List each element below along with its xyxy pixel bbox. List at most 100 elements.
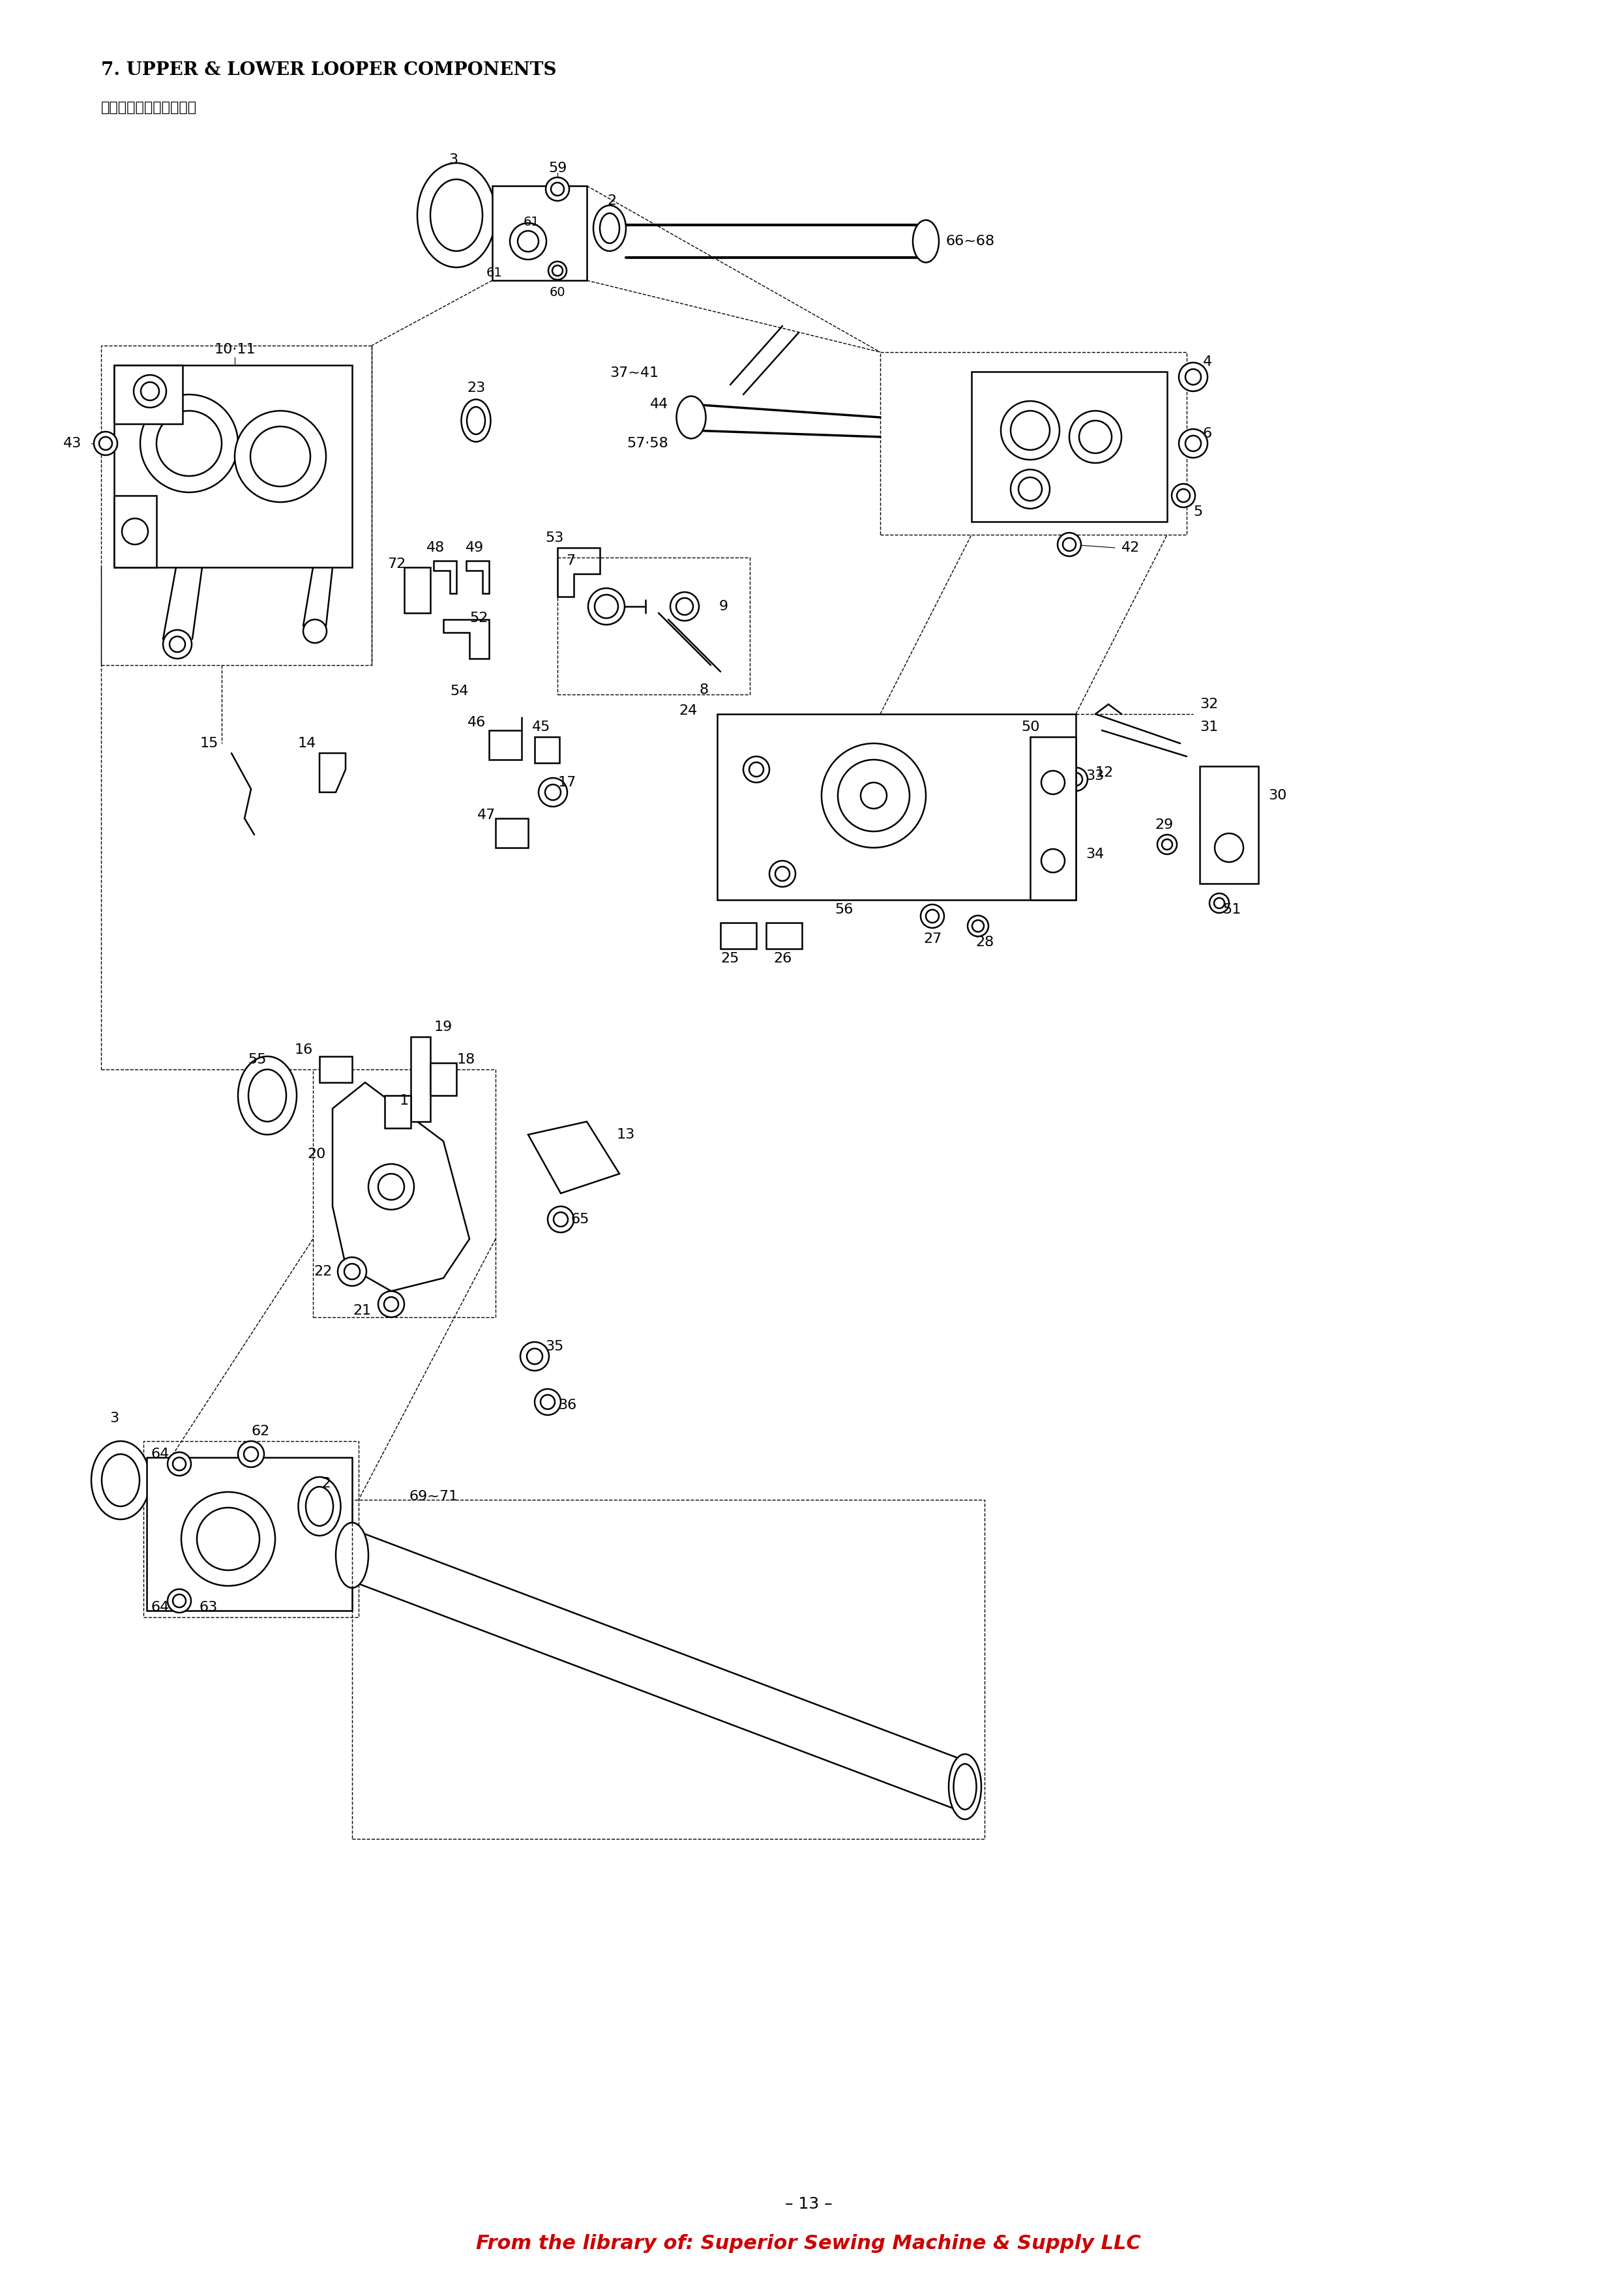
Ellipse shape — [249, 1070, 286, 1120]
Circle shape — [1049, 739, 1062, 753]
Circle shape — [770, 861, 796, 886]
Text: 59: 59 — [548, 161, 566, 174]
Ellipse shape — [914, 220, 939, 262]
Circle shape — [860, 783, 886, 808]
Circle shape — [775, 866, 789, 882]
Text: 26: 26 — [773, 953, 792, 964]
Circle shape — [838, 760, 909, 831]
Circle shape — [304, 620, 327, 643]
Text: 33: 33 — [1085, 769, 1104, 783]
Polygon shape — [333, 1081, 469, 1290]
Circle shape — [197, 1508, 259, 1570]
Text: 30: 30 — [1268, 790, 1287, 801]
Circle shape — [1041, 850, 1064, 872]
Circle shape — [1045, 735, 1067, 758]
Circle shape — [535, 1389, 561, 1414]
Text: 60: 60 — [550, 287, 566, 298]
Circle shape — [170, 636, 186, 652]
Text: 47: 47 — [477, 808, 495, 822]
Circle shape — [920, 905, 944, 928]
Text: 5: 5 — [1193, 505, 1203, 519]
Circle shape — [589, 588, 624, 625]
Text: 61: 61 — [487, 266, 503, 278]
Circle shape — [595, 595, 618, 618]
Circle shape — [344, 1263, 361, 1279]
Ellipse shape — [306, 1488, 333, 1527]
Circle shape — [548, 1205, 574, 1233]
Text: 36: 36 — [558, 1398, 577, 1412]
Text: 50: 50 — [1022, 721, 1040, 735]
Polygon shape — [529, 1120, 619, 1194]
Ellipse shape — [91, 1442, 150, 1520]
Circle shape — [1158, 836, 1177, 854]
Circle shape — [173, 1593, 186, 1607]
Circle shape — [168, 1589, 191, 1612]
Text: 21: 21 — [353, 1304, 372, 1318]
Text: 2: 2 — [322, 1476, 330, 1490]
Bar — [115, 496, 157, 567]
Circle shape — [1069, 774, 1082, 785]
Circle shape — [251, 427, 310, 487]
Bar — [488, 730, 522, 760]
Text: 69~71: 69~71 — [409, 1490, 458, 1504]
Text: 20: 20 — [307, 1148, 327, 1162]
Circle shape — [545, 785, 561, 799]
Circle shape — [1179, 429, 1208, 457]
Text: 9: 9 — [720, 599, 728, 613]
Bar — [385, 1095, 411, 1127]
Text: 3: 3 — [110, 1412, 118, 1426]
Polygon shape — [320, 753, 346, 792]
Ellipse shape — [467, 406, 485, 434]
Polygon shape — [411, 1038, 430, 1120]
Circle shape — [1185, 436, 1201, 452]
Circle shape — [168, 1451, 191, 1476]
Circle shape — [238, 1442, 264, 1467]
Circle shape — [378, 1173, 404, 1201]
Circle shape — [547, 177, 569, 200]
Circle shape — [509, 223, 547, 259]
Text: 16: 16 — [294, 1042, 314, 1056]
Circle shape — [1210, 893, 1229, 914]
Circle shape — [141, 381, 158, 400]
Circle shape — [1185, 370, 1201, 386]
Ellipse shape — [336, 1522, 369, 1589]
Circle shape — [553, 266, 563, 276]
Text: From the library of: Superior Sewing Machine & Supply LLC: From the library of: Superior Sewing Mac… — [475, 2234, 1142, 2252]
Text: 34: 34 — [1085, 847, 1104, 861]
Bar — [558, 558, 750, 693]
Bar — [880, 351, 1187, 535]
Ellipse shape — [954, 1763, 977, 1809]
Text: 52: 52 — [469, 611, 488, 625]
Circle shape — [1177, 489, 1190, 503]
Circle shape — [1011, 468, 1049, 510]
Text: 24: 24 — [679, 705, 697, 716]
Circle shape — [521, 1341, 550, 1371]
Text: 64: 64 — [150, 1600, 170, 1614]
Text: 43: 43 — [63, 436, 81, 450]
Text: 42: 42 — [1122, 542, 1140, 553]
Circle shape — [94, 432, 118, 455]
Text: 53: 53 — [545, 530, 563, 544]
Circle shape — [1214, 833, 1243, 861]
Circle shape — [821, 744, 927, 847]
Bar — [972, 372, 1167, 521]
Text: 12: 12 — [1095, 767, 1114, 778]
Circle shape — [548, 262, 566, 280]
Ellipse shape — [461, 400, 490, 441]
Polygon shape — [433, 560, 456, 592]
Circle shape — [1011, 411, 1049, 450]
Circle shape — [972, 921, 983, 932]
Text: 13: 13 — [616, 1127, 635, 1141]
Circle shape — [244, 1446, 259, 1460]
Bar — [115, 365, 353, 567]
Text: 31: 31 — [1200, 721, 1218, 735]
Ellipse shape — [676, 397, 705, 439]
Text: 45: 45 — [532, 721, 550, 735]
Text: 64: 64 — [150, 1449, 170, 1460]
Text: 54: 54 — [451, 684, 469, 698]
Circle shape — [1041, 771, 1064, 794]
Text: 23: 23 — [467, 381, 485, 395]
Circle shape — [338, 1258, 367, 1286]
Circle shape — [157, 411, 222, 475]
Circle shape — [553, 1212, 568, 1226]
